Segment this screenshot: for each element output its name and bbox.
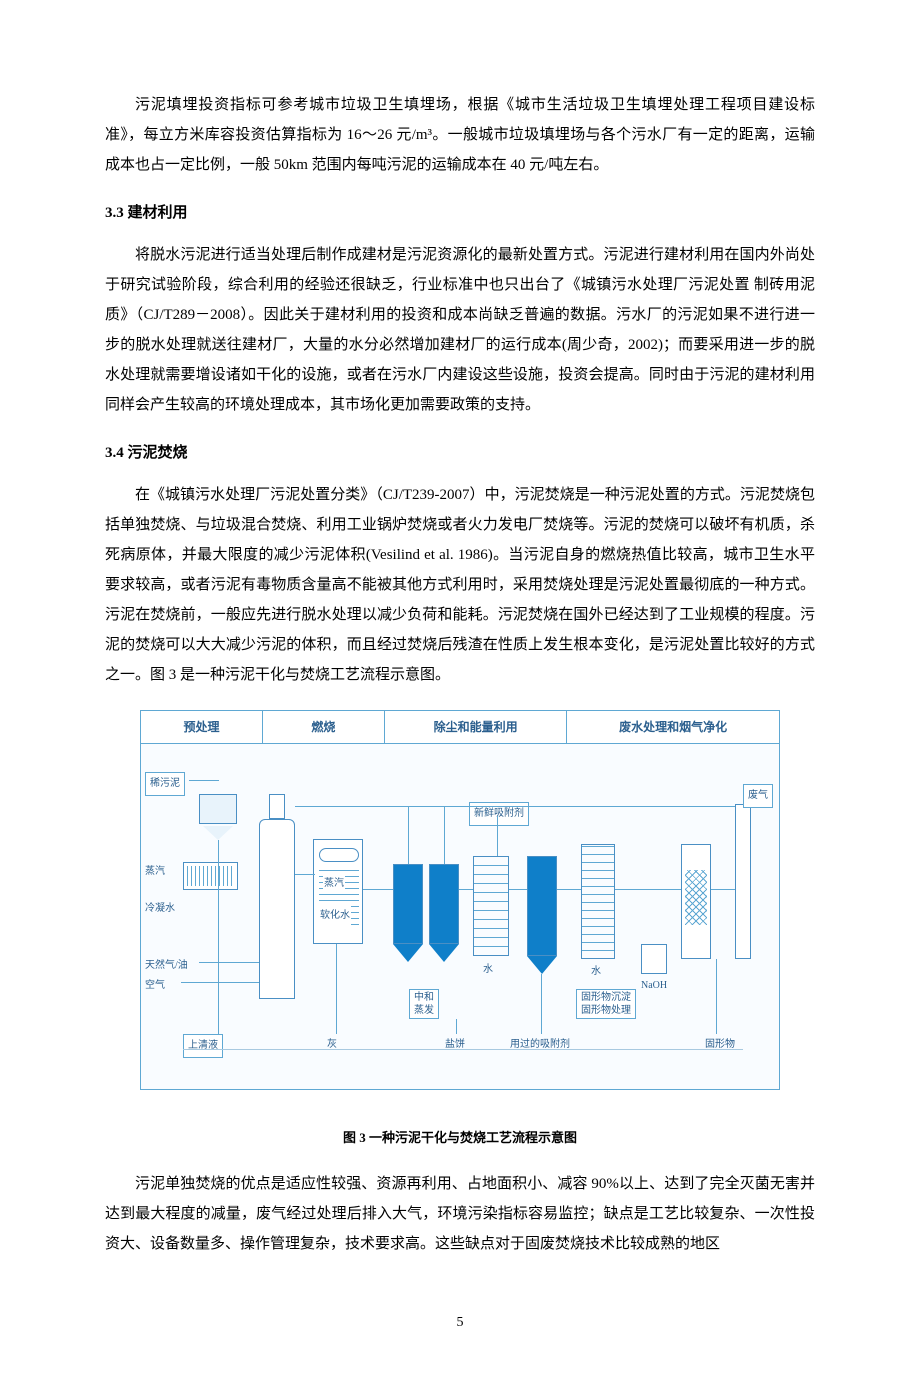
- stage-dust-energy: 除尘和能量利用: [385, 711, 567, 743]
- equip-naoh-tank: [641, 944, 667, 974]
- pipe: [295, 874, 315, 875]
- pipe: [615, 889, 681, 890]
- pipe-top: [295, 806, 735, 807]
- equip-absorber: [581, 844, 615, 959]
- scrubber-2-cone: [527, 956, 557, 974]
- pipe: [363, 889, 393, 890]
- incinerator-stack: [269, 794, 285, 819]
- equip-dust-1: [393, 864, 423, 944]
- pipe: [456, 1019, 457, 1034]
- equip-wash-tower: [681, 844, 711, 959]
- label-softened-water: 软化水: [319, 906, 351, 926]
- pipe: [336, 944, 337, 1034]
- label-air: 空气: [145, 976, 165, 996]
- equip-incinerator: [259, 819, 295, 999]
- pipe-bottom: [183, 1049, 743, 1050]
- label-exhaust: 废气: [743, 784, 773, 808]
- stage-pretreatment: 预处理: [141, 711, 263, 743]
- label-ash: 灰: [323, 1034, 341, 1056]
- paragraph-building-materials: 将脱水污泥进行适当处理后制作成建材是污泥资源化的最新处置方式。污泥进行建材利用在…: [105, 240, 815, 420]
- label-water: 水: [483, 960, 493, 980]
- pipe: [444, 806, 445, 864]
- label-solids: 固形物: [701, 1034, 739, 1056]
- figure-3-caption: 图 3 一种污泥干化与焚烧工艺流程示意图: [105, 1125, 815, 1151]
- pipe: [459, 889, 473, 890]
- equip-scrubber-1: [473, 856, 509, 956]
- pipe: [199, 962, 259, 963]
- pipe: [218, 840, 219, 1034]
- pipe: [541, 974, 542, 1034]
- label-natural-gas: 天然气/油: [145, 956, 188, 976]
- label-salt-cake: 盐饼: [441, 1034, 469, 1056]
- equip-dust-2: [429, 864, 459, 944]
- heading-3-3: 3.3 建材利用: [105, 198, 815, 228]
- pipe: [557, 889, 581, 890]
- paragraph-landfill-cost: 污泥填埋投资指标可参考城市垃圾卫生填埋场，根据《城市生活垃圾卫生填埋处理工程项目…: [105, 90, 815, 180]
- pipe: [509, 889, 527, 890]
- pipe: [711, 889, 735, 890]
- label-used-absorbent: 用过的吸附剂: [506, 1034, 574, 1056]
- dust-2-cone: [429, 944, 459, 962]
- dust-1-cone: [393, 944, 423, 962]
- flow-area: 稀污泥 蒸汽 冷凝水 天然气/油 空气 上清液: [141, 744, 779, 1089]
- label-naoh: NaOH: [641, 976, 667, 996]
- label-supernatant: 上清液: [183, 1034, 223, 1058]
- equip-dryer: [183, 862, 238, 890]
- pipe: [181, 982, 259, 983]
- paragraph-incineration-pros-cons: 污泥单独焚烧的优点是适应性较强、资源再利用、占地面积小、减容 90%以上、达到了…: [105, 1169, 815, 1259]
- page-number: 5: [105, 1309, 815, 1337]
- equip-stack: [735, 804, 751, 959]
- pipe: [408, 806, 409, 864]
- process-flow-diagram: 预处理 燃烧 除尘和能量利用 废水处理和烟气净化 稀污泥 蒸汽 冷凝水 天然气/…: [140, 710, 780, 1090]
- label-condensate: 冷凝水: [145, 899, 175, 919]
- label-solids-settle: 固形物沉淀 固形物处理: [576, 989, 636, 1019]
- pipe: [497, 816, 498, 856]
- paragraph-incineration: 在《城镇污水处理厂污泥处置分类》（CJ/T239-2007）中，污泥焚烧是一种污…: [105, 480, 815, 690]
- label-dilute-sludge: 稀污泥: [145, 772, 185, 796]
- pipe: [716, 959, 717, 1034]
- equip-thickener: [199, 794, 237, 824]
- stage-combustion: 燃烧: [263, 711, 385, 743]
- pipe: [189, 780, 219, 781]
- stage-wastewater-flue: 废水处理和烟气净化: [567, 711, 779, 743]
- stage-headers: 预处理 燃烧 除尘和能量利用 废水处理和烟气净化: [141, 711, 779, 744]
- heading-3-4: 3.4 污泥焚烧: [105, 438, 815, 468]
- label-water2: 水: [591, 962, 601, 982]
- label-steam: 蒸汽: [145, 862, 165, 882]
- equip-scrubber-2: [527, 856, 557, 956]
- label-steam2: 蒸汽: [323, 874, 345, 894]
- label-neutralize: 中和 蒸发: [409, 989, 439, 1019]
- thickener-cone: [203, 826, 233, 840]
- figure-3-container: 预处理 燃烧 除尘和能量利用 废水处理和烟气净化 稀污泥 蒸汽 冷凝水 天然气/…: [105, 710, 815, 1090]
